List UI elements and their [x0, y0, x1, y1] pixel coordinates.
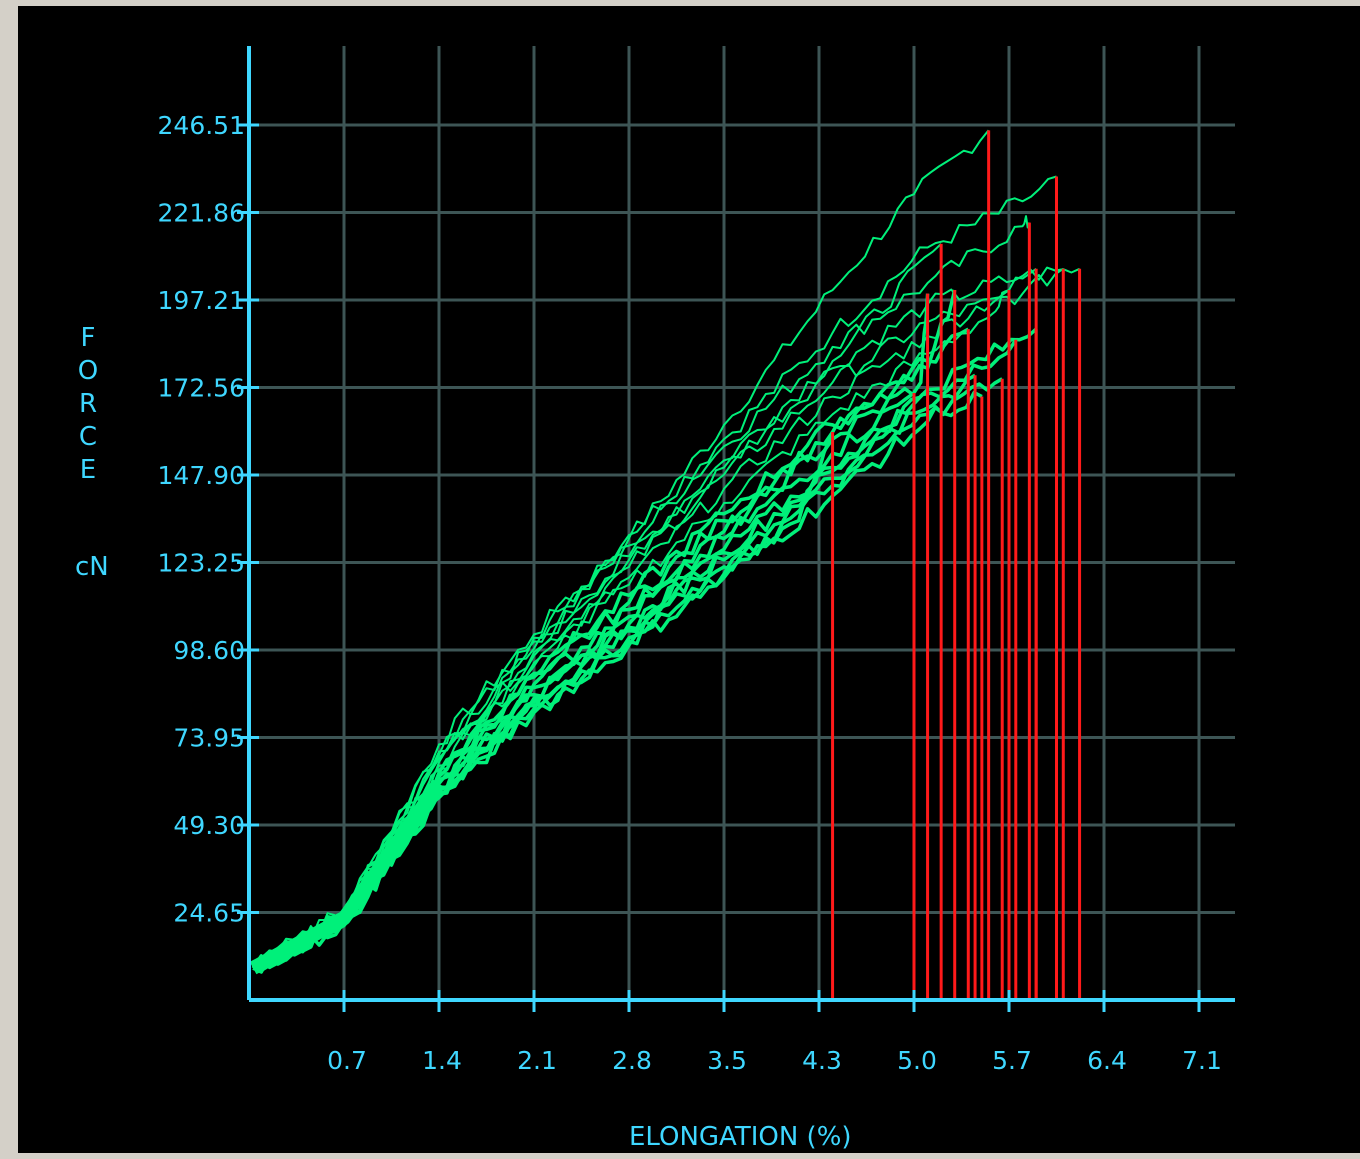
y-axis-unit: cN [75, 552, 109, 582]
x-tick-label: 2.1 [517, 1046, 557, 1075]
force-curve [252, 390, 983, 970]
y-tick-label: 98.60 [173, 636, 245, 665]
break-lines [831, 130, 1082, 1000]
y-tick-label: 221.86 [158, 199, 245, 228]
y-tick-label: 147.90 [158, 461, 245, 490]
y-tick-label: 172.56 [158, 374, 245, 403]
chart-panel: 0.7 1.4 2.1 2.8 3.5 4.3 5.0 5.7 6.4 7.1 246.51 221.… [18, 6, 1360, 1153]
y-tick-label: 24.65 [173, 899, 245, 928]
force-curve [253, 431, 835, 970]
y-tick-label: 73.95 [173, 724, 245, 753]
y-tick-label: 246.51 [158, 111, 245, 140]
data-curves [249, 129, 1081, 975]
x-tick-label: 4.3 [802, 1046, 842, 1075]
x-tick-label: 5.0 [897, 1046, 937, 1075]
force-curve [252, 175, 1057, 970]
chart: 0.7 1.4 2.1 2.8 3.5 4.3 5.0 5.7 6.4 7.1 246.51 221.… [75, 46, 1235, 1152]
tick-labels: 0.7 1.4 2.1 2.8 3.5 4.3 5.0 5.7 6.4 7.1 246.51 221.… [158, 111, 1222, 1075]
x-tick-label: 3.5 [707, 1046, 747, 1075]
grid [249, 46, 1235, 1000]
axes [237, 46, 1235, 1012]
x-tick-label: 1.4 [422, 1046, 462, 1075]
y-tick-label: 197.21 [158, 286, 245, 315]
x-tick-label: 6.4 [1087, 1046, 1127, 1075]
curve-bundle [249, 779, 445, 975]
y-tick-label: 49.30 [173, 811, 245, 840]
x-tick-label: 0.7 [327, 1046, 367, 1075]
x-axis-title: ELONGATION (%) [629, 1122, 852, 1152]
x-tick-label: 2.8 [612, 1046, 652, 1075]
x-tick-label: 5.7 [992, 1046, 1032, 1075]
y-tick-label: 123.25 [158, 549, 245, 578]
x-tick-label: 7.1 [1182, 1046, 1222, 1075]
